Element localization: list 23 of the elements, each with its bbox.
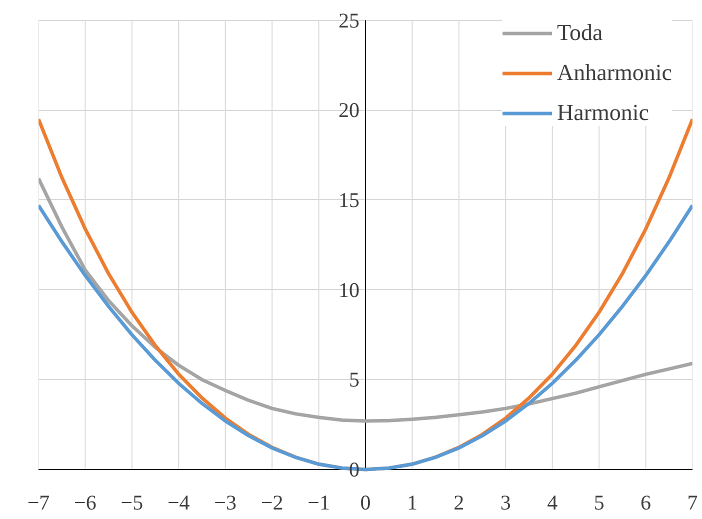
line-series	[38, 176, 692, 423]
x-tick-label: 2	[454, 490, 464, 514]
x-tick-label: 6	[640, 490, 652, 514]
x-tick-label: 1	[406, 490, 418, 514]
y-tick-label: 25	[338, 8, 360, 32]
x-tick-label: 4	[547, 490, 558, 514]
y-tick-label: 10	[338, 278, 360, 302]
x-tick-label: −4	[167, 490, 190, 514]
y-tick-label: 15	[338, 188, 360, 212]
legend-label: Anharmonic	[557, 60, 672, 86]
y-tick-label: 5	[349, 368, 360, 392]
x-tick-label: −7	[27, 490, 50, 514]
y-tick-label: 20	[338, 98, 360, 122]
x-tick-label: −3	[214, 490, 237, 514]
x-tick-label: −2	[260, 490, 284, 514]
x-tick-label: −1	[308, 490, 330, 514]
legend-label: Harmonic	[557, 100, 649, 126]
x-tick-label: −5	[120, 490, 144, 514]
x-tick-label: 3	[500, 490, 511, 514]
x-tick-label: −6	[74, 490, 96, 514]
legend-label: Toda	[557, 20, 603, 46]
x-tick-label: 7	[687, 490, 698, 514]
x-tick-label: 5	[594, 490, 604, 514]
